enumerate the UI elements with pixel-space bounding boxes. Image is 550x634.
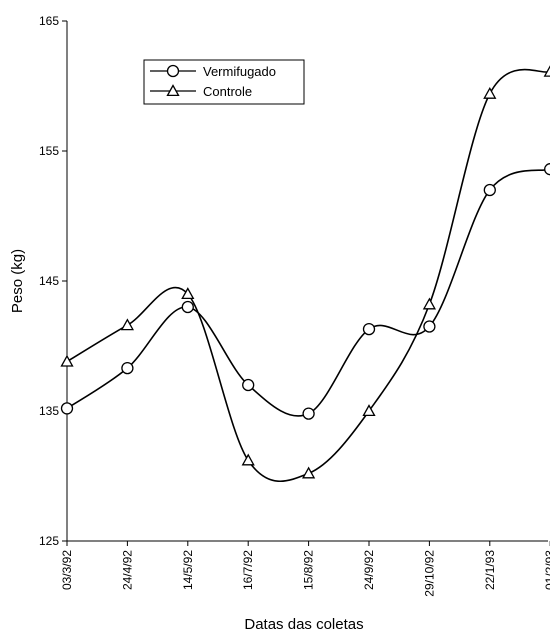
x-axis-title: Datas das coletas: [244, 616, 363, 633]
axes: [66, 21, 548, 542]
data-point-vermifugado: [242, 378, 255, 392]
x-axis-ticks: 03/3/92 24/4/92 14/5/92 16/7/92 15/8/92 24/9/…: [60, 541, 550, 597]
x-tick-label: 24/4/92: [120, 550, 134, 590]
data-point-controle: [301, 466, 316, 479]
x-tick-label: 14/5/92: [181, 550, 195, 590]
x-tick-label: 01/2/93: [543, 550, 550, 590]
data-point-controle: [422, 297, 437, 310]
series-vermifugado: [60, 163, 550, 420]
x-tick-label: 22/1/93: [483, 550, 497, 590]
legend: Vermifugado Controle: [143, 59, 305, 105]
y-tick-label: 145: [39, 274, 59, 288]
x-tick-label: 24/9/92: [362, 550, 376, 590]
y-tick-label: 155: [39, 144, 59, 158]
legend-marker-controle: [166, 84, 180, 97]
series-controle: [60, 65, 550, 483]
legend-label: Vermifugado: [203, 64, 276, 79]
data-point-controle: [543, 65, 550, 77]
data-point-controle: [483, 86, 497, 99]
x-tick-label: 03/3/92: [60, 550, 74, 590]
x-tick-label: 16/7/92: [241, 550, 255, 590]
data-point-vermifugado: [60, 402, 74, 415]
x-tick-label: 29/10/92: [422, 550, 436, 597]
data-point-controle: [362, 404, 376, 417]
x-tick-label: 15/8/92: [302, 550, 316, 590]
data-point-vermifugado: [483, 183, 496, 197]
data-point-controle: [120, 318, 135, 331]
y-axis-title: Peso (kg): [9, 249, 26, 313]
y-tick-label: 165: [39, 14, 59, 28]
data-point-vermifugado: [423, 320, 436, 333]
data-point-vermifugado: [181, 300, 194, 314]
data-point-vermifugado: [362, 322, 376, 336]
data-point-controle: [241, 453, 255, 466]
data-point-vermifugado: [121, 361, 134, 375]
data-point-vermifugado: [302, 407, 315, 420]
series-line-controle: [66, 68, 550, 483]
series-group: [60, 65, 550, 483]
data-point-vermifugado: [544, 163, 550, 176]
y-tick-label: 135: [39, 404, 59, 418]
series-line-vermifugado: [66, 168, 550, 417]
y-tick-label: 125: [39, 534, 59, 548]
y-axis-ticks: 125 135 145 155 165: [39, 14, 67, 548]
legend-entry-vermifugado: Vermifugado: [150, 64, 276, 79]
legend-label: Controle: [203, 84, 252, 99]
legend-entry-controle: Controle: [150, 84, 252, 99]
data-point-controle: [60, 354, 74, 367]
legend-marker-vermifugado: [166, 64, 180, 78]
data-point-controle: [181, 287, 195, 300]
